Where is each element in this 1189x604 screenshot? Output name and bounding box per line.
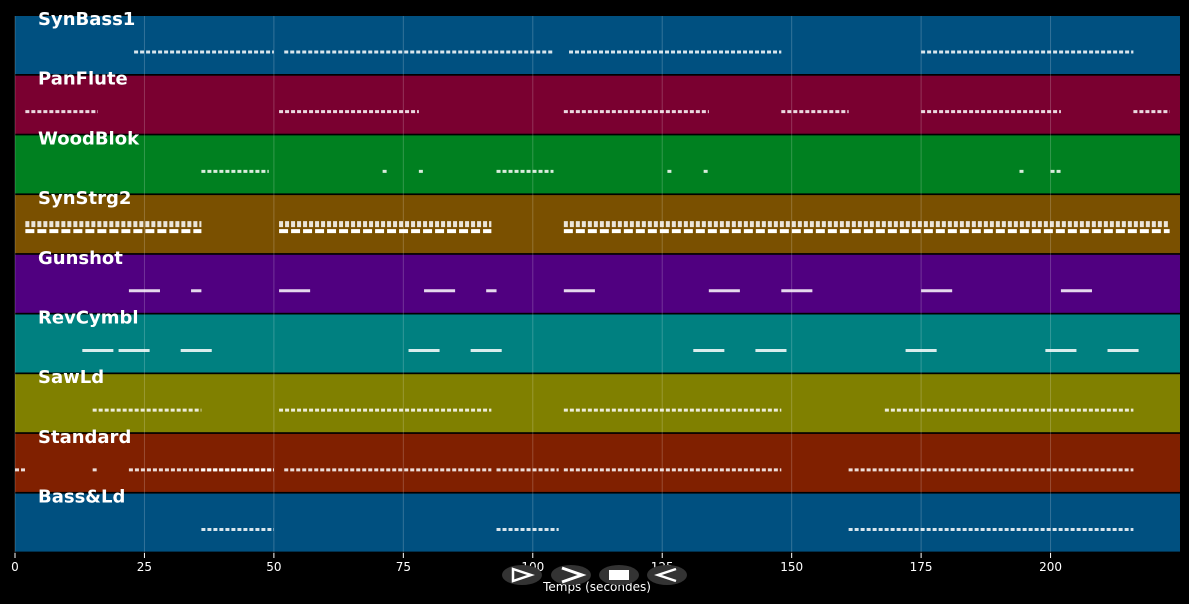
track-name: PanFlute [38,69,128,90]
x-tick-label: 50 [266,560,281,574]
x-tick-label: 25 [137,560,152,574]
track-name: WoodBlok [38,128,140,149]
play-icon [511,567,535,583]
x-tick-label: 200 [1039,560,1062,574]
track-name: Bass&Ld [38,487,125,508]
x-tick-label: 0 [11,560,19,574]
track-band [15,135,1180,194]
playback-controls [502,565,687,585]
forward-icon [561,566,587,584]
track-band [15,374,1180,433]
track-name: SawLd [38,367,104,388]
play-button[interactable] [502,565,542,585]
track-name: SynStrg2 [38,188,131,209]
track-name: Gunshot [38,248,123,269]
track-band [15,254,1180,313]
stop-icon [609,570,629,580]
back-button[interactable] [647,565,687,585]
tracks: SynBass1 PanFlute WoodBlok SynStrg2 Gunshot R… [11,9,1180,574]
back-icon [654,567,677,583]
track-name: Standard [38,427,131,448]
x-tick-label: 175 [910,560,933,574]
track-band [15,16,1180,74]
x-tick-label: 150 [780,560,803,574]
track-band [15,493,1180,552]
track-band [15,75,1180,134]
forward-button[interactable] [551,565,591,585]
track-name: SynBass1 [38,9,135,30]
track-band [15,433,1180,492]
x-tick-label: 75 [396,560,411,574]
track-band [15,314,1180,373]
track-name: RevCymbl [38,308,139,329]
